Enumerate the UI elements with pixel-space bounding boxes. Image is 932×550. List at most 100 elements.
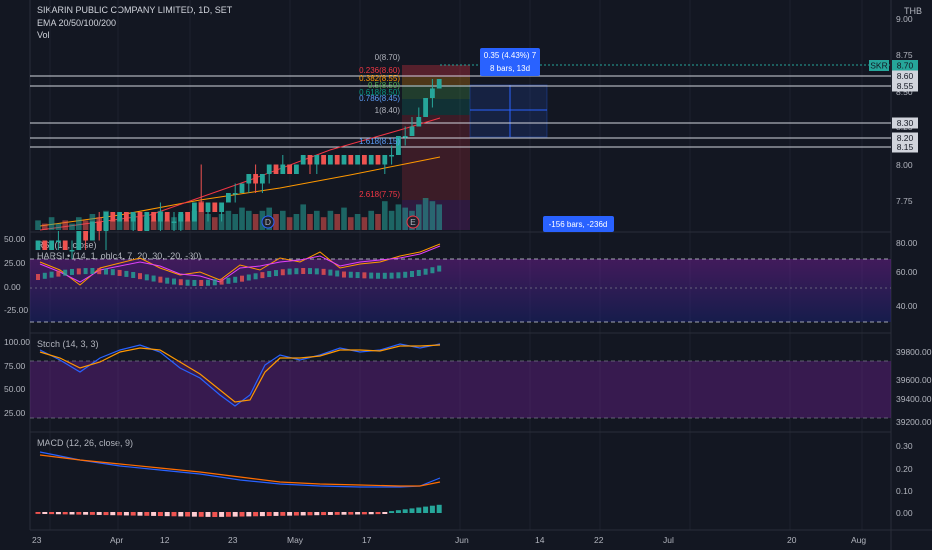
time-tick: 23: [32, 535, 42, 545]
volume-bar: [205, 214, 211, 230]
volume-bar: [62, 220, 68, 230]
volume-bar: [382, 201, 388, 230]
rsi-left-tick: -25.00: [4, 305, 28, 315]
fib-level-label: 1(8.40): [375, 106, 401, 115]
rsi-right-tick: 40.00: [896, 301, 918, 311]
stoch-right-tick: 39400.00: [896, 394, 932, 404]
candle-body: [144, 212, 150, 231]
macd-hist-bar: [382, 512, 388, 514]
fib-level-label: 1.618(8.15): [359, 137, 400, 146]
volume-bar: [320, 217, 327, 230]
harsi-candle: [117, 269, 122, 276]
harsi-candles: [36, 265, 442, 286]
macd-hist-bar: [355, 512, 361, 515]
harsi-candle: [396, 272, 401, 279]
harsi-candle: [274, 270, 278, 277]
macd-right-tick: 0.30: [896, 441, 913, 451]
candle-body: [266, 164, 272, 174]
candle-body: [375, 155, 381, 165]
macd-hist-bar: [321, 512, 327, 516]
harsi-candle: [151, 275, 156, 282]
fib-level-label: 0.618(8.50): [359, 88, 400, 97]
harsi-candle: [144, 274, 149, 281]
macd-hist-bar: [212, 512, 218, 517]
candle-body: [151, 212, 156, 222]
harsi-pane-label[interactable]: HARSI • (14, 1, ohlc4, 7, 20, 30, -20, -…: [37, 251, 202, 261]
harsi-candle: [267, 271, 272, 278]
macd-hist-bar: [198, 512, 204, 517]
macd-histogram: [35, 504, 442, 517]
candle-body: [192, 202, 197, 222]
stoch-pane-label[interactable]: Stoch (14, 3, 3): [37, 339, 99, 349]
earnings-marker: [406, 215, 420, 229]
level-price-tag-text: 8.20: [897, 133, 914, 143]
dividend-letter: D: [265, 217, 271, 227]
macd-hist-bar: [89, 512, 95, 515]
macd-hist-bar: [416, 507, 422, 513]
time-tick: 14: [535, 535, 545, 545]
candle-body: [178, 212, 184, 222]
macd-hist-bar: [130, 512, 136, 516]
macd-hist-bar: [273, 512, 279, 516]
macd-hist-bar: [300, 512, 306, 516]
volume-bar: [110, 220, 116, 230]
stoch-d-line: [39, 344, 441, 403]
harsi-candle: [83, 268, 88, 275]
range-label-box: [543, 216, 614, 232]
volume-bar: [354, 214, 361, 230]
volume-bar: [164, 220, 170, 230]
macd-hist-bar: [266, 512, 272, 517]
harsi-candle: [253, 273, 258, 280]
candle-body: [423, 98, 428, 117]
harsi-candle: [42, 272, 47, 279]
harsi-candle: [199, 279, 204, 286]
harsi-candle: [362, 272, 367, 279]
volume-bar: [361, 217, 368, 230]
stoch-right-tick: 39600.00: [896, 375, 932, 385]
volume-bar: [286, 217, 293, 230]
candle-body: [314, 155, 320, 165]
time-tick: Aug: [851, 535, 866, 545]
harsi-candle: [369, 272, 374, 279]
candle-body: [280, 164, 286, 174]
candle-body: [294, 164, 299, 174]
last-price-tag: [892, 60, 918, 71]
volume-bar: [280, 210, 286, 230]
volume-bar: [300, 204, 306, 230]
candle-body: [171, 221, 177, 223]
volume-bar: [416, 204, 422, 230]
macd-hist-bar: [110, 512, 116, 516]
ema-indicator-label[interactable]: EMA 20/50/100/200: [37, 18, 117, 28]
harsi-candle: [110, 269, 115, 276]
volume-bar: [402, 207, 408, 230]
volume-bar: [35, 220, 41, 230]
candle-body: [103, 212, 109, 231]
candle-body: [90, 221, 95, 241]
macd-pane-label[interactable]: MACD (12, 26, close, 9): [37, 438, 134, 448]
time-tick: 23: [228, 535, 238, 545]
volume-bar: [184, 220, 191, 230]
macd-hist-bar: [42, 512, 48, 514]
harsi-candle: [382, 272, 387, 279]
harsi-candle: [301, 268, 306, 275]
macd-hist-bar: [225, 512, 231, 517]
harsi-candle: [206, 279, 210, 286]
candle-body: [232, 193, 238, 195]
harsi-candle: [172, 278, 176, 285]
level-price-tag: [892, 117, 918, 129]
volume-indicator-label[interactable]: Vol: [37, 30, 50, 40]
fib-zone-orange: [402, 77, 470, 85]
candle-body: [185, 212, 190, 222]
macd-hist-bar: [423, 506, 429, 513]
macd-hist-bar: [55, 512, 61, 515]
harsi-candle: [423, 268, 428, 275]
macd-hist-bar: [429, 505, 435, 513]
macd-hist-bar: [178, 512, 184, 517]
stoch-left-tick: 75.00: [4, 361, 26, 371]
harsi-candle: [335, 270, 340, 277]
fib-level-label: 2.618(7.75): [359, 190, 400, 199]
dividend-marker: [261, 215, 275, 229]
symbol-title[interactable]: SIKARIN PUBLIC COMPANY LIMITED, 1D, SET: [37, 5, 233, 15]
volume-bar: [422, 198, 429, 230]
